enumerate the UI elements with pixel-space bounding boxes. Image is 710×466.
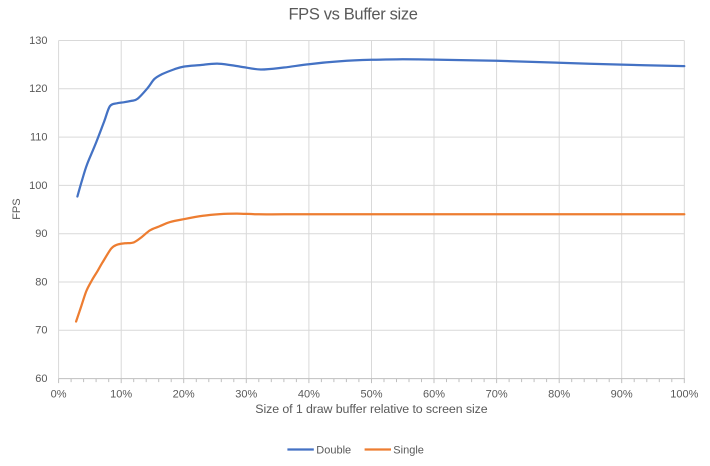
- svg-text:FPS vs Buffer size: FPS vs Buffer size: [288, 5, 417, 23]
- svg-text:90: 90: [35, 228, 47, 240]
- svg-text:60: 60: [35, 373, 47, 385]
- svg-text:100: 100: [29, 180, 47, 192]
- svg-text:70%: 70%: [486, 388, 508, 400]
- svg-text:80%: 80%: [548, 388, 570, 400]
- svg-text:Double: Double: [316, 444, 351, 456]
- svg-text:90%: 90%: [611, 388, 633, 400]
- svg-text:50%: 50%: [360, 388, 382, 400]
- svg-text:10%: 10%: [110, 388, 132, 400]
- svg-text:FPS: FPS: [11, 198, 23, 219]
- svg-text:120: 120: [29, 83, 47, 95]
- svg-text:20%: 20%: [173, 388, 195, 400]
- svg-text:30%: 30%: [235, 388, 257, 400]
- svg-text:110: 110: [30, 132, 48, 144]
- svg-text:70: 70: [35, 325, 47, 337]
- svg-text:130: 130: [29, 35, 47, 47]
- svg-text:Size of 1 draw buffer relative: Size of 1 draw buffer relative to screen…: [255, 402, 487, 416]
- svg-text:60%: 60%: [423, 388, 445, 400]
- svg-text:0%: 0%: [51, 388, 67, 400]
- svg-text:80: 80: [35, 276, 47, 288]
- svg-text:100%: 100%: [670, 388, 698, 400]
- svg-text:40%: 40%: [298, 388, 320, 400]
- svg-text:Single: Single: [393, 444, 424, 456]
